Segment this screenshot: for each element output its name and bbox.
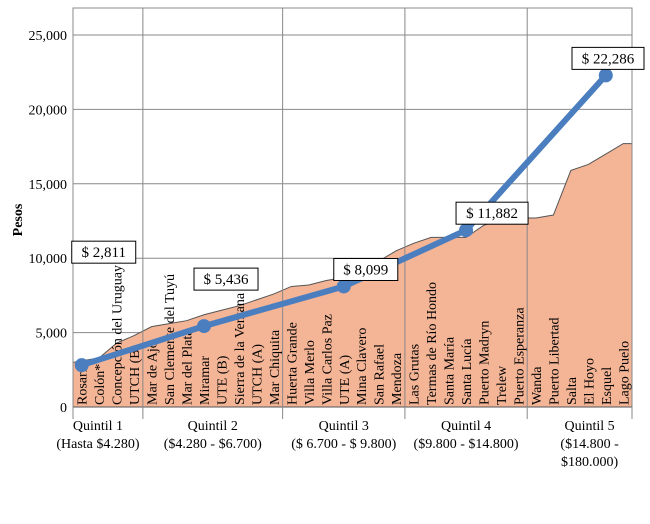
category-label: Mendoza	[390, 352, 405, 405]
quintile-point	[336, 279, 351, 294]
category-label: Miramar	[198, 356, 213, 405]
category-label: San Rafael	[373, 344, 388, 405]
category-label: Las Grutas	[408, 344, 423, 405]
y-axis-label: Pesos	[11, 203, 26, 236]
data-label-box	[333, 257, 399, 281]
category-label: Salta	[565, 376, 580, 405]
quintile-point	[74, 358, 89, 373]
quintile-name: Quintil 5	[565, 419, 615, 434]
y-tick-label: 0	[60, 401, 67, 416]
category-label: UTE (B)	[215, 355, 230, 405]
quintile-point	[459, 223, 474, 238]
category-label: Villa Carlos Paz	[320, 314, 335, 405]
category-label: El Hoyo	[582, 358, 597, 405]
category-label: UTCH (B)	[128, 344, 143, 405]
data-label: $ 5,436	[204, 272, 250, 288]
quintile-range: ($ 6.700 - $ 9.800)	[291, 437, 396, 452]
y-tick-label: 15,000	[29, 178, 68, 193]
category-label: Puerto Libertad	[547, 318, 562, 405]
data-label-box	[571, 46, 645, 70]
category-label: Villa Merlo	[303, 340, 318, 405]
y-tick-label: 10,000	[29, 252, 68, 267]
quintile-name: Quintil 4	[441, 419, 491, 434]
category-label: Colón*	[93, 364, 108, 405]
category-label: Mar Chiquita	[268, 329, 283, 405]
y-tick-label: 25,000	[29, 29, 68, 44]
category-label: UTE (A)	[338, 355, 353, 405]
data-label-box	[71, 240, 137, 264]
category-label: Huerta Grande	[285, 322, 300, 405]
quintile-point	[197, 319, 212, 334]
quintile-point	[598, 68, 613, 83]
y-tick-label: 5,000	[36, 327, 68, 342]
category-label: Mina Clavero	[355, 328, 370, 405]
category-label: Sierra de la Ventana	[233, 292, 248, 405]
category-label: Mar de Ajó	[146, 341, 161, 405]
quintile-range: (Hasta $4.280)	[56, 437, 140, 452]
data-label: $ 2,811	[82, 245, 126, 261]
data-label-box	[455, 201, 529, 225]
category-label: Esquel	[600, 367, 615, 405]
category-label: Lago Puelo	[617, 341, 632, 405]
category-label: Concepción del Uruguay	[111, 265, 126, 405]
quintile-range: ($14.800 -	[560, 437, 619, 452]
data-label: $ 8,099	[343, 262, 388, 278]
data-label-box	[193, 267, 259, 291]
category-label: Termas de Río Hondo	[425, 282, 440, 405]
category-label: UTCH (A)	[250, 344, 265, 405]
data-label: $ 11,882	[466, 206, 518, 222]
category-label: Trelew	[495, 365, 510, 405]
quintile-range: ($4.280 - $6.700)	[164, 437, 262, 452]
category-label: Puerto Madryn	[478, 321, 493, 405]
category-label: Santa Lucía	[460, 338, 475, 405]
category-label: Wanda	[530, 366, 545, 405]
y-tick-label: 20,000	[29, 103, 68, 118]
quintile-name: Quintil 2	[188, 419, 238, 434]
quintile-range: $180.000)	[561, 455, 619, 470]
quintile-range: ($9.800 - $14.800)	[414, 437, 519, 452]
quintile-name: Quintil 3	[319, 419, 369, 434]
category-label: Mar del Plata	[181, 329, 196, 405]
quintile-name: Quintil 1	[73, 419, 123, 434]
data-label: $ 22,286	[582, 51, 635, 67]
category-label: Santa María	[443, 336, 458, 405]
category-label: Puerto Esperanza	[512, 307, 527, 405]
category-label: Rosario	[76, 361, 91, 405]
